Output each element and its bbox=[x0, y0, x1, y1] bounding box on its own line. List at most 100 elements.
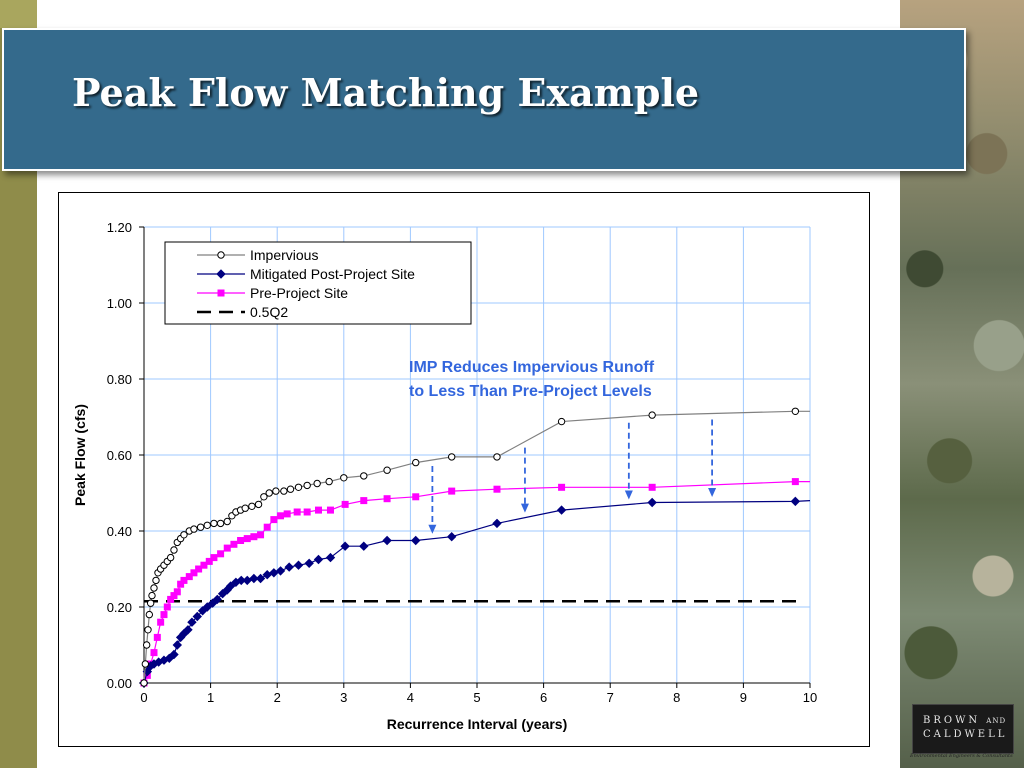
data-point-pre-project-site bbox=[223, 544, 231, 552]
data-point-mitigated-post-project-site bbox=[225, 581, 236, 591]
data-point-mitigated-post-project-site bbox=[492, 518, 502, 529]
data-point-impervious bbox=[152, 576, 160, 585]
data-point-mitigated-post-project-site bbox=[556, 505, 567, 515]
chart-frame: 0 1 2 3 4 5 6 7 8 9 10 0.00 0.20 0.40 0.60 0.80 1.00 1.20… bbox=[58, 192, 870, 747]
data-point-mitigated-post-project-site bbox=[284, 562, 294, 572]
data-point-pre-project-site bbox=[326, 506, 334, 514]
data-point-impervious bbox=[557, 417, 566, 426]
data-point-impervious bbox=[148, 591, 156, 600]
data-point-impervious bbox=[140, 679, 148, 687]
data-point-mitigated-post-project-site bbox=[293, 560, 304, 570]
data-point-impervious bbox=[303, 481, 311, 490]
data-point-pre-project-site bbox=[293, 508, 301, 516]
data-point-pre-project-site bbox=[157, 618, 165, 626]
logo-and: AND bbox=[986, 717, 1007, 725]
x-tick-label: 3 bbox=[340, 690, 347, 705]
y-axis-title: Peak Flow (cfs) bbox=[72, 404, 88, 506]
x-axis-title: Recurrence Interval (years) bbox=[387, 716, 568, 732]
data-point-mitigated-post-project-site bbox=[790, 496, 801, 507]
data-point-impervious bbox=[272, 487, 280, 495]
data-point-mitigated-post-project-site bbox=[304, 558, 314, 569]
data-point-pre-project-site bbox=[230, 540, 238, 548]
data-point-pre-project-site bbox=[270, 516, 278, 524]
legend-label-pre-project-site: Pre-Project Site bbox=[250, 285, 348, 301]
data-point-impervious bbox=[280, 487, 288, 495]
data-point-mitigated-post-project-site bbox=[325, 552, 336, 563]
data-point-mitigated-post-project-site bbox=[202, 602, 212, 612]
y-tick-label: 0.40 bbox=[107, 524, 132, 539]
data-point-impervious bbox=[216, 519, 225, 528]
data-point-pre-project-site bbox=[167, 595, 175, 603]
data-point-impervious bbox=[791, 407, 800, 416]
data-point-mitigated-post-project-site bbox=[647, 497, 657, 508]
data-point-impervious bbox=[170, 546, 178, 554]
data-point-pre-project-site bbox=[200, 561, 208, 569]
data-point-pre-project-site bbox=[383, 495, 391, 503]
data-point-impervious bbox=[260, 493, 268, 501]
data-point-pre-project-site bbox=[195, 565, 203, 573]
annotation-text-line: IMP Reduces Impervious Runoff bbox=[409, 359, 655, 376]
data-point-impervious bbox=[150, 584, 158, 592]
data-point-pre-project-site bbox=[153, 633, 161, 641]
data-point-pre-project-site bbox=[163, 603, 171, 611]
annotation-arrowhead bbox=[624, 490, 633, 500]
legend-box bbox=[164, 241, 472, 325]
legend-label-0-5q2: 0.5Q2 bbox=[250, 304, 288, 320]
data-point-impervious bbox=[223, 517, 231, 526]
data-point-pre-project-site bbox=[558, 483, 566, 491]
data-point-mitigated-post-project-site bbox=[242, 575, 252, 586]
data-point-pre-project-site bbox=[243, 535, 251, 543]
data-point-pre-project-site bbox=[190, 569, 198, 577]
data-point-pre-project-site bbox=[791, 478, 799, 486]
x-tick-label: 6 bbox=[540, 690, 547, 705]
data-point-impervious bbox=[412, 458, 420, 467]
data-point-pre-project-site bbox=[205, 557, 213, 565]
y-tick-label: 1.20 bbox=[107, 220, 132, 235]
data-point-impervious bbox=[190, 525, 198, 533]
data-point-pre-project-site bbox=[185, 573, 193, 581]
data-point-mitigated-post-project-site bbox=[275, 566, 286, 576]
data-point-impervious bbox=[340, 474, 348, 482]
legend-label-impervious: Impervious bbox=[250, 247, 318, 263]
annotation-arrowhead bbox=[708, 488, 717, 498]
x-tick-label: 10 bbox=[803, 690, 817, 705]
data-point-mitigated-post-project-site bbox=[262, 569, 272, 580]
data-point-impervious bbox=[286, 485, 295, 493]
data-point-impervious bbox=[447, 453, 456, 461]
data-point-pre-project-site bbox=[217, 550, 225, 558]
data-point-mitigated-post-project-site bbox=[255, 573, 266, 584]
logo-brown: BROWN bbox=[923, 715, 981, 726]
data-point-mitigated-post-project-site bbox=[411, 535, 421, 546]
data-point-mitigated-post-project-site bbox=[212, 594, 222, 605]
data-point-pre-project-site bbox=[341, 500, 349, 508]
data-point-mitigated-post-project-site bbox=[313, 554, 324, 565]
legend-marker-mitigated-post-project-site bbox=[216, 269, 226, 279]
x-tick-label: 2 bbox=[274, 690, 281, 705]
data-point-impervious bbox=[180, 531, 188, 539]
data-point-impervious bbox=[166, 553, 175, 562]
data-point-pre-project-site bbox=[250, 533, 258, 541]
data-point-impervious bbox=[294, 483, 303, 491]
legend-marker-pre-project-site bbox=[217, 289, 225, 297]
y-tick-label: 0.80 bbox=[107, 372, 132, 387]
data-point-mitigated-post-project-site bbox=[192, 611, 202, 622]
x-tick-label: 9 bbox=[740, 690, 747, 705]
data-point-pre-project-site bbox=[303, 508, 311, 516]
data-point-mitigated-post-project-site bbox=[446, 531, 457, 542]
data-point-mitigated-post-project-site bbox=[172, 640, 183, 650]
data-point-mitigated-post-project-site bbox=[249, 573, 259, 584]
x-tick-label: 5 bbox=[473, 690, 480, 705]
data-point-pre-project-site bbox=[173, 588, 181, 596]
brown-and-caldwell-logo: BROWN AND CALDWELL bbox=[912, 704, 1014, 754]
x-tick-label: 7 bbox=[607, 690, 614, 705]
x-tick-label: 8 bbox=[673, 690, 680, 705]
y-tick-label: 0.20 bbox=[107, 600, 132, 615]
logo-tagline: Environmental Engineers & Consultants bbox=[910, 753, 1013, 759]
data-point-pre-project-site bbox=[177, 580, 185, 588]
data-point-impervious bbox=[265, 489, 273, 497]
data-point-mitigated-post-project-site bbox=[382, 535, 392, 546]
data-point-pre-project-site bbox=[277, 512, 285, 520]
data-point-impervious bbox=[360, 472, 368, 480]
y-tick-label: 0.00 bbox=[107, 676, 132, 691]
data-point-impervious bbox=[203, 521, 211, 529]
